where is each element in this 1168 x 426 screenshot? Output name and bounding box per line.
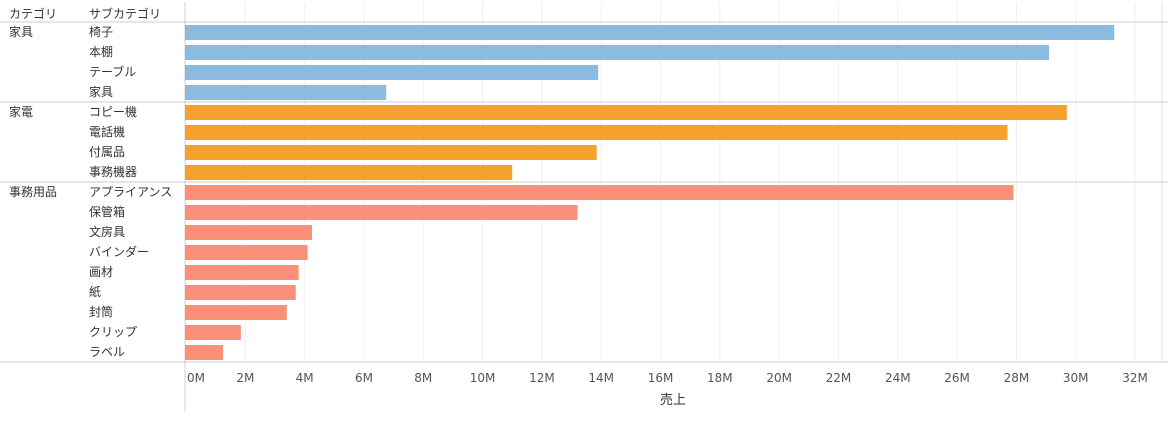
bar <box>185 265 299 280</box>
x-tick-label: 14M <box>588 371 614 385</box>
bar <box>185 125 1008 140</box>
x-tick-label: 28M <box>1004 371 1030 385</box>
subcategory-label: 家具 <box>89 84 113 99</box>
bar <box>185 305 287 320</box>
subcategory-label: クリップ <box>89 325 137 339</box>
subcategory-label: ラベル <box>89 345 125 359</box>
x-tick-label: 2M <box>236 371 254 385</box>
x-tick-label: 32M <box>1122 371 1148 385</box>
bar <box>185 225 313 240</box>
subcategory-label: バインダー <box>89 244 149 259</box>
header-category: カテゴリ <box>9 6 57 21</box>
chart-frame <box>0 2 1168 412</box>
x-tick-label: 4M <box>296 371 314 385</box>
bar <box>185 325 241 340</box>
bar <box>185 45 1049 60</box>
bar <box>185 185 1014 200</box>
category-label: 家電 <box>9 104 33 119</box>
subcategory-label: 紙 <box>89 284 101 299</box>
category-label: 事務用品 <box>9 185 57 199</box>
subcategory-label: 椅子 <box>89 25 113 39</box>
subcategory-label: 付属品 <box>89 145 125 159</box>
bar <box>185 105 1067 120</box>
bars <box>185 25 1115 360</box>
subcategory-label: 電話機 <box>89 124 125 139</box>
x-tick-label: 20M <box>766 371 792 385</box>
category-label: 家具 <box>9 24 33 39</box>
x-tick-label: 6M <box>355 371 373 385</box>
bar <box>185 205 578 220</box>
subcategory-label: アプライアンス <box>89 185 172 199</box>
header-subcategory: サブカテゴリ <box>89 6 161 21</box>
x-tick-label: 8M <box>414 371 432 385</box>
subcategory-label: 封筒 <box>89 304 113 319</box>
bar <box>185 245 308 260</box>
x-axis-ticks: 0M 2M 4M 6M 8M 10M 12M 14M 16M 18M 20M 22M 24M 26M 28M… <box>187 371 1148 385</box>
bar <box>185 145 597 160</box>
x-tick-label: 30M <box>1063 371 1089 385</box>
bar <box>185 285 296 300</box>
subcategory-label: 事務機器 <box>89 164 137 179</box>
x-tick-label: 16M <box>648 371 674 385</box>
x-tick-label: 24M <box>885 371 911 385</box>
subcategory-label: 画材 <box>89 265 113 279</box>
subcategory-label: テーブル <box>89 64 136 79</box>
x-tick-label: 22M <box>826 371 852 385</box>
bar <box>185 165 513 180</box>
subcategory-label: 保管箱 <box>89 204 125 219</box>
subcategory-label: コピー機 <box>89 104 137 119</box>
x-tick-label: 12M <box>529 371 555 385</box>
x-tick-label: 10M <box>470 371 496 385</box>
bar <box>185 345 224 360</box>
x-axis-title: 売上 <box>660 392 686 408</box>
x-tick-label: 0M <box>187 371 205 385</box>
subcategory-label: 本棚 <box>89 44 113 59</box>
bar <box>185 25 1115 40</box>
bar <box>185 85 387 100</box>
subcategory-label: 文房具 <box>89 224 125 239</box>
bar <box>185 65 599 80</box>
x-tick-label: 18M <box>707 371 733 385</box>
x-tick-label: 26M <box>944 371 970 385</box>
